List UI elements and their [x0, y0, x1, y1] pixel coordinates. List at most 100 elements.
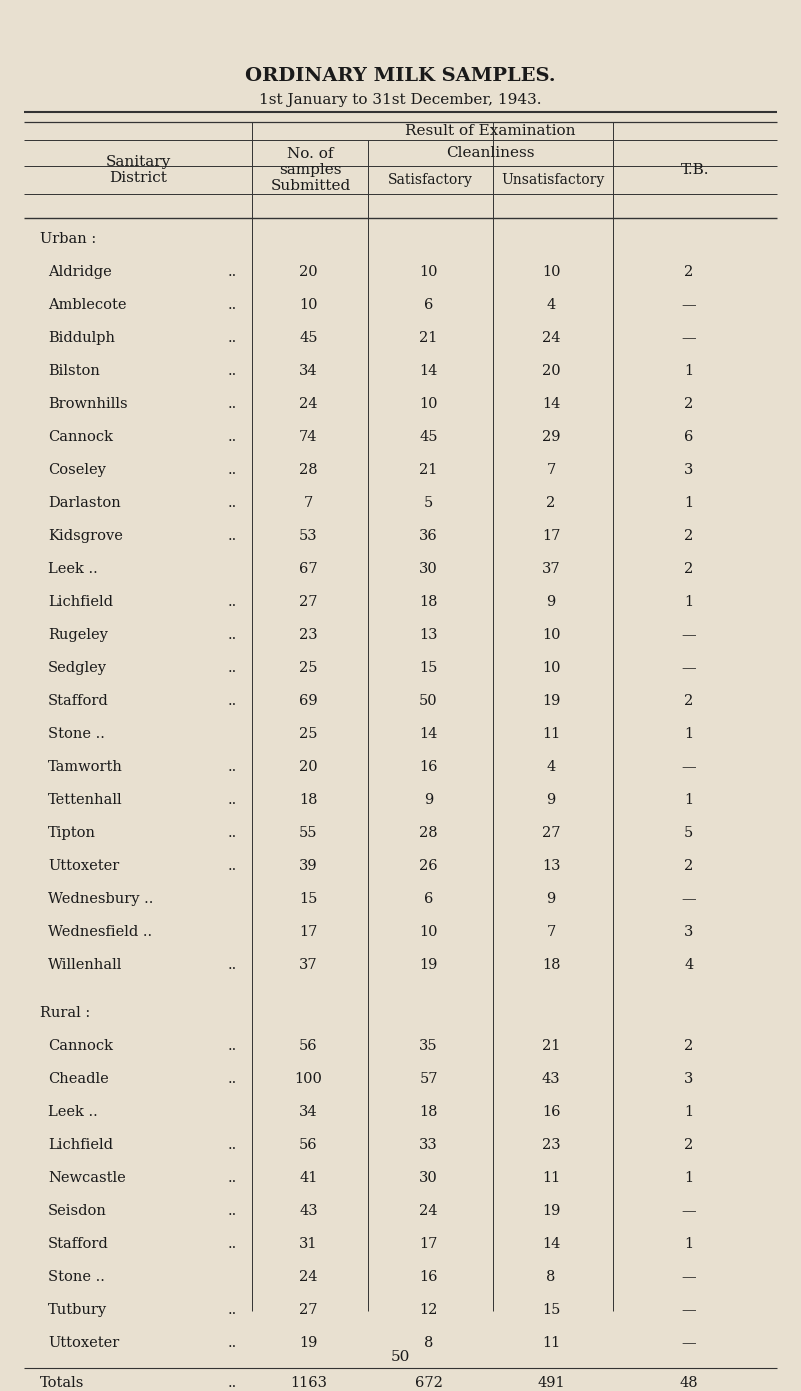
Text: —: — [682, 893, 696, 907]
Text: —: — [682, 761, 696, 775]
Text: 23: 23 [299, 629, 318, 643]
Text: 13: 13 [541, 860, 561, 874]
Text: 16: 16 [541, 1106, 561, 1120]
Text: 43: 43 [541, 1072, 561, 1086]
Text: 25: 25 [299, 661, 318, 676]
Text: 4: 4 [684, 958, 694, 972]
Text: Biddulph: Biddulph [48, 331, 115, 345]
Text: Unsatisfactory: Unsatisfactory [501, 174, 604, 188]
Text: 10: 10 [419, 398, 438, 412]
Text: —: — [682, 629, 696, 643]
Text: 34: 34 [299, 1106, 318, 1120]
Text: 25: 25 [299, 727, 318, 741]
Text: 1: 1 [684, 364, 694, 378]
Text: Result of Examination: Result of Examination [405, 124, 576, 138]
Text: 16: 16 [419, 761, 438, 775]
Text: 6: 6 [424, 298, 433, 312]
Text: 10: 10 [541, 629, 561, 643]
Text: 19: 19 [542, 1205, 560, 1219]
Text: ..: .. [227, 1303, 237, 1317]
Text: ..: .. [227, 1171, 237, 1185]
Text: 19: 19 [420, 958, 437, 972]
Text: 1: 1 [684, 727, 694, 741]
Text: T.B.: T.B. [681, 163, 709, 177]
Text: 2: 2 [684, 530, 694, 544]
Text: ..: .. [227, 463, 237, 477]
Text: 27: 27 [299, 595, 318, 609]
Text: 2: 2 [684, 398, 694, 412]
Text: 33: 33 [419, 1138, 438, 1152]
Text: Darlaston: Darlaston [48, 497, 121, 510]
Text: 4: 4 [546, 298, 556, 312]
Text: 12: 12 [420, 1303, 437, 1317]
Text: —: — [682, 298, 696, 312]
Text: Wednesfield ..: Wednesfield .. [48, 925, 152, 939]
Text: ..: .. [227, 398, 237, 412]
Text: 45: 45 [299, 331, 318, 345]
Text: Aldridge: Aldridge [48, 266, 112, 280]
Text: 2: 2 [684, 266, 694, 280]
Text: 9: 9 [424, 793, 433, 807]
Text: 2: 2 [684, 694, 694, 708]
Text: ..: .. [227, 958, 237, 972]
Text: ..: .. [227, 1337, 237, 1351]
Text: ..: .. [227, 826, 237, 840]
Text: 10: 10 [299, 298, 318, 312]
Text: 20: 20 [541, 364, 561, 378]
Text: 6: 6 [424, 893, 433, 907]
Text: —: — [682, 661, 696, 676]
Text: 2: 2 [684, 1039, 694, 1053]
Text: Wednesbury ..: Wednesbury .. [48, 893, 154, 907]
Text: 74: 74 [299, 430, 318, 444]
Text: 1: 1 [684, 595, 694, 609]
Text: 18: 18 [419, 1106, 438, 1120]
Text: 15: 15 [300, 893, 317, 907]
Text: 6: 6 [684, 430, 694, 444]
Text: 39: 39 [299, 860, 318, 874]
Text: Satisfactory: Satisfactory [388, 174, 473, 188]
Text: 11: 11 [542, 1171, 560, 1185]
Text: 1163: 1163 [290, 1376, 327, 1390]
Text: ..: .. [227, 1072, 237, 1086]
Text: 24: 24 [419, 1205, 438, 1219]
Text: Seisdon: Seisdon [48, 1205, 107, 1219]
Text: 10: 10 [541, 661, 561, 676]
Text: 21: 21 [420, 331, 437, 345]
Text: 50: 50 [391, 1349, 410, 1363]
Text: ORDINARY MILK SAMPLES.: ORDINARY MILK SAMPLES. [245, 67, 556, 85]
Text: —: — [682, 1337, 696, 1351]
Text: Bilston: Bilston [48, 364, 100, 378]
Text: Newcastle: Newcastle [48, 1171, 126, 1185]
Text: Cannock: Cannock [48, 430, 113, 444]
Text: 24: 24 [541, 331, 561, 345]
Text: ..: .. [227, 430, 237, 444]
Text: 50: 50 [419, 694, 438, 708]
Text: ..: .. [227, 1238, 237, 1252]
Text: ..: .. [227, 1039, 237, 1053]
Text: 69: 69 [299, 694, 318, 708]
Text: 1: 1 [684, 1238, 694, 1252]
Text: 34: 34 [299, 364, 318, 378]
Text: 2: 2 [684, 1138, 694, 1152]
Text: Stone ..: Stone .. [48, 727, 105, 741]
Text: ..: .. [227, 331, 237, 345]
Text: 24: 24 [299, 1270, 318, 1284]
Text: 19: 19 [542, 694, 560, 708]
Text: 53: 53 [299, 530, 318, 544]
Text: 9: 9 [546, 595, 556, 609]
Text: 14: 14 [542, 398, 560, 412]
Text: Stafford: Stafford [48, 694, 109, 708]
Text: Tipton: Tipton [48, 826, 96, 840]
Text: Tamworth: Tamworth [48, 761, 123, 775]
Text: 36: 36 [419, 530, 438, 544]
Text: 8: 8 [546, 1270, 556, 1284]
Text: Lichfield: Lichfield [48, 1138, 113, 1152]
Text: 8: 8 [424, 1337, 433, 1351]
Text: Coseley: Coseley [48, 463, 106, 477]
Text: ..: .. [227, 860, 237, 874]
Text: Uttoxeter: Uttoxeter [48, 860, 119, 874]
Text: ..: .. [227, 694, 237, 708]
Text: 37: 37 [299, 958, 318, 972]
Text: 27: 27 [299, 1303, 318, 1317]
Text: 14: 14 [420, 364, 437, 378]
